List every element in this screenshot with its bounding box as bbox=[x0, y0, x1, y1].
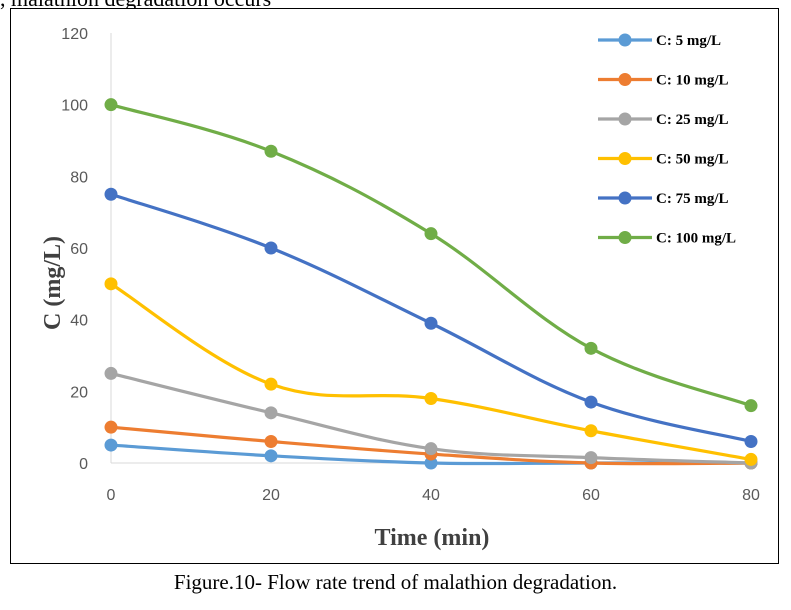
chart-axes: 0 20 40 60 80 100 120 0 20 40 60 80 bbox=[61, 26, 760, 504]
x-tick-label: 0 bbox=[107, 487, 116, 504]
data-point bbox=[264, 144, 278, 158]
data-point bbox=[104, 98, 118, 112]
data-point bbox=[264, 449, 278, 463]
x-tick-label: 40 bbox=[422, 487, 440, 504]
data-point bbox=[264, 377, 278, 391]
y-axis-title: C (mg/L) bbox=[40, 236, 66, 330]
legend-item: C: 5 mg/L bbox=[598, 33, 721, 49]
series-c-25-mg-l bbox=[104, 366, 758, 470]
data-point bbox=[584, 424, 598, 438]
legend-item: C: 25 mg/L bbox=[598, 112, 729, 128]
y-tick-label: 80 bbox=[70, 169, 88, 186]
legend-label: C: 10 mg/L bbox=[656, 73, 729, 89]
legend-marker bbox=[618, 33, 632, 47]
legend-marker bbox=[618, 191, 632, 205]
data-point bbox=[264, 406, 278, 420]
figure-caption: Figure.10- Flow rate trend of malathion … bbox=[173, 570, 618, 594]
y-tick-label: 100 bbox=[61, 98, 88, 115]
data-point bbox=[584, 395, 598, 409]
legend-item: C: 10 mg/L bbox=[598, 73, 729, 89]
x-axis-title: Time (min) bbox=[375, 525, 490, 551]
legend-marker bbox=[618, 112, 632, 126]
legend-marker bbox=[618, 231, 632, 244]
legend-item: C: 75 mg/L bbox=[598, 191, 729, 207]
data-point bbox=[744, 399, 758, 413]
x-tick-label: 80 bbox=[742, 487, 760, 504]
legend-item: C: 100 mg/L bbox=[598, 231, 736, 247]
series-layer bbox=[104, 98, 758, 470]
series-line bbox=[109, 282, 753, 462]
data-point bbox=[424, 392, 438, 405]
data-point bbox=[104, 438, 118, 452]
data-point bbox=[424, 227, 438, 241]
legend-label: C: 5 mg/L bbox=[656, 33, 721, 49]
x-tick-label: 60 bbox=[582, 487, 600, 504]
x-tick-label: 20 bbox=[262, 487, 280, 504]
legend-item: C: 50 mg/L bbox=[598, 152, 729, 168]
y-tick-label: 20 bbox=[70, 384, 88, 401]
legend-marker bbox=[618, 152, 632, 165]
y-tick-label: 40 bbox=[70, 313, 88, 330]
data-point bbox=[584, 451, 598, 465]
legend-label: C: 75 mg/L bbox=[656, 191, 729, 207]
line-chart: 0 20 40 60 80 100 120 0 20 40 60 80 C: 5 mg/L C: 10 … bbox=[40, 26, 760, 551]
header-fragment: , malathion degradation occurs bbox=[0, 0, 400, 12]
data-point bbox=[424, 456, 438, 470]
data-point bbox=[744, 452, 758, 466]
data-point bbox=[424, 316, 438, 330]
legend-marker bbox=[618, 73, 632, 86]
legend-label: C: 25 mg/L bbox=[656, 112, 729, 128]
data-point bbox=[104, 277, 118, 291]
data-point bbox=[104, 366, 118, 380]
chart-legend: C: 5 mg/L C: 10 mg/L C: 25 mg/L C: 50 mg/L C… bbox=[598, 33, 736, 247]
data-point bbox=[744, 435, 758, 448]
y-tick-label: 60 bbox=[70, 241, 88, 258]
data-point bbox=[104, 187, 118, 201]
chart-frame bbox=[10, 8, 779, 564]
data-point bbox=[584, 341, 598, 355]
data-point bbox=[264, 241, 278, 255]
data-point bbox=[104, 420, 118, 434]
y-tick-label: 0 bbox=[79, 456, 88, 473]
y-tick-label: 120 bbox=[61, 26, 88, 43]
data-point bbox=[264, 435, 278, 448]
data-point bbox=[424, 442, 438, 456]
legend-label: C: 50 mg/L bbox=[656, 152, 729, 168]
series-c-100-mg-l bbox=[104, 98, 758, 413]
legend-label: C: 100 mg/L bbox=[656, 231, 736, 247]
series-line bbox=[109, 103, 753, 408]
series-c-50-mg-l bbox=[104, 277, 758, 466]
series-c-75-mg-l bbox=[104, 187, 758, 448]
